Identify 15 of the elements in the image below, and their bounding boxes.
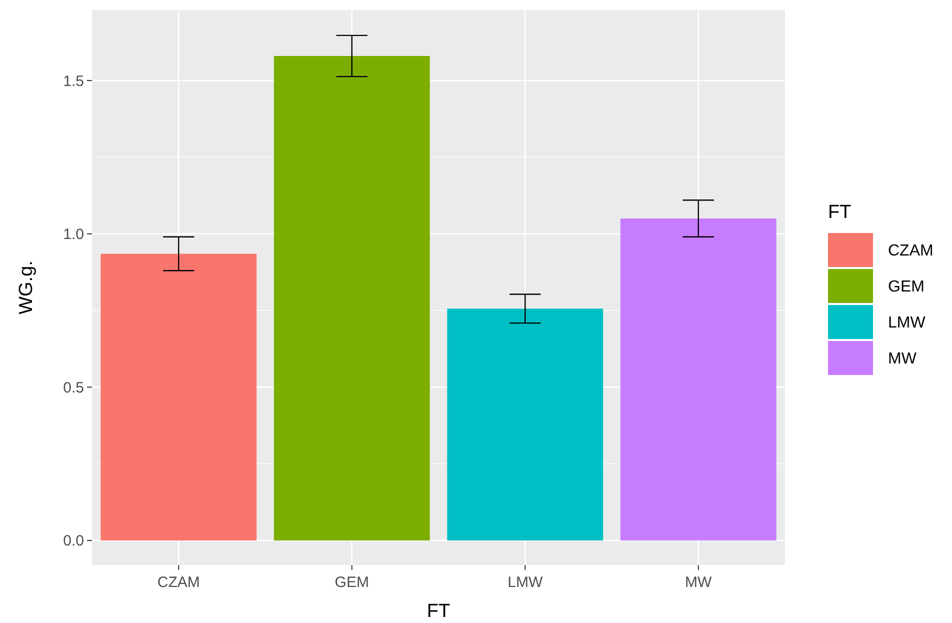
y-tick-label: 0.0 (63, 532, 84, 550)
x-tick-label: CZAM (157, 574, 200, 591)
x-tick-label: GEM (334, 574, 369, 591)
legend-title: FT (828, 202, 852, 223)
y-tick-label: 1.0 (63, 226, 84, 244)
y-tick-label: 0.5 (63, 379, 84, 396)
x-axis-title: FT (426, 601, 450, 622)
legend-label: LMW (888, 314, 926, 332)
x-tick-label: MW (685, 574, 713, 591)
y-tick-label: 1.5 (63, 72, 84, 90)
y-axis-title: WG.g. (16, 260, 37, 314)
legend-label: CZAM (888, 242, 934, 260)
x-tick-label: LMW (508, 574, 544, 591)
legend-label: GEM (888, 278, 924, 296)
legend-label: MW (888, 350, 918, 368)
